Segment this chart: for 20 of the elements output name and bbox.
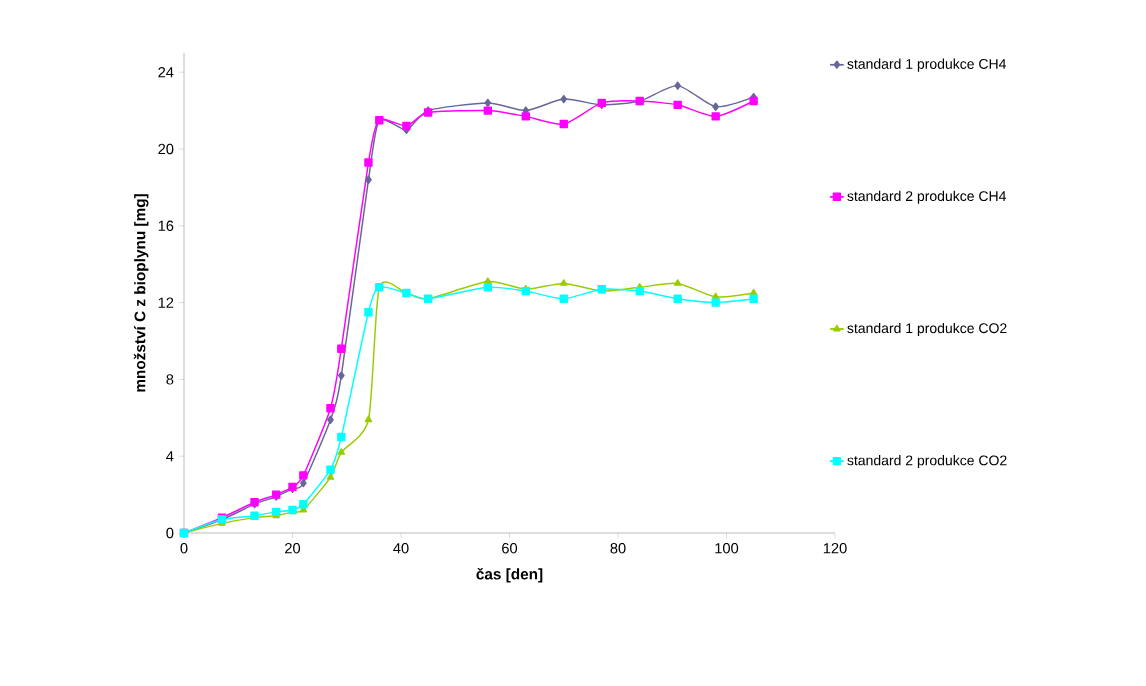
y-tick-label: 4 (166, 451, 174, 462)
legend-label: standard 1 produkce CH4 (847, 58, 1006, 72)
legend-label: standard 1 produkce CO2 (847, 322, 1007, 336)
y-tick-label: 24 (158, 67, 174, 78)
y-tick-label: 16 (158, 220, 174, 231)
x-tick-label: 0 (180, 543, 188, 554)
y-tick-label: 20 (158, 143, 174, 155)
y-tick-label: 8 (166, 374, 174, 385)
legend-label: standard 2 produkce CO2 (847, 455, 1007, 469)
y-tick-label: 0 (166, 527, 174, 539)
x-axis-title: čas [den] (476, 567, 543, 583)
legend-label: standard 2 produkce CH4 (847, 190, 1006, 204)
x-tick-label: 120 (823, 543, 847, 554)
x-tick-label: 20 (285, 543, 301, 554)
x-tick-label: 100 (715, 543, 739, 554)
y-axis-title: množství C z bioplynu [mg] (133, 194, 149, 392)
x-tick-label: 40 (393, 543, 409, 554)
x-tick-label: 80 (610, 543, 626, 554)
x-tick-label: 60 (502, 543, 518, 554)
y-tick-label: 12 (158, 297, 174, 308)
